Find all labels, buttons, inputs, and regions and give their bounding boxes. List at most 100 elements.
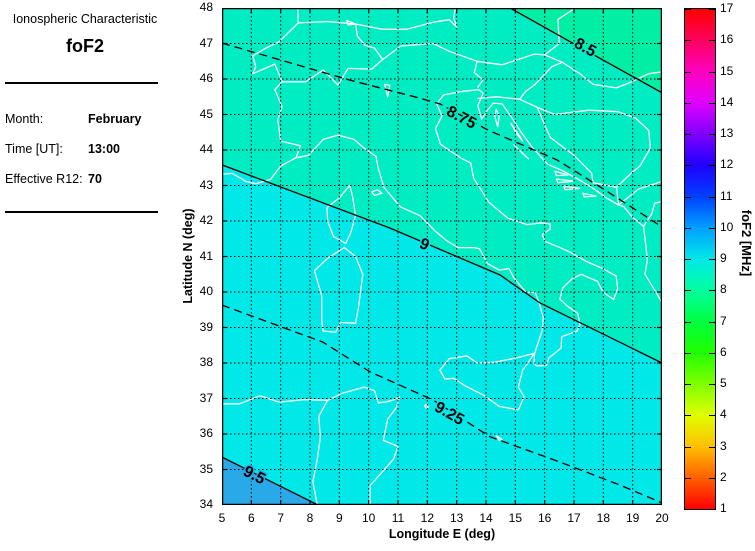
y-tick-label: 39 bbox=[199, 319, 213, 334]
y-tick-label: 42 bbox=[199, 213, 213, 227]
y-tick-label: 47 bbox=[199, 35, 213, 50]
colorbar-tick-mark bbox=[709, 384, 715, 385]
y-tick-label: 41 bbox=[199, 248, 213, 263]
contour-line-9 bbox=[222, 164, 662, 364]
colorbar-tick-label: 16 bbox=[720, 32, 734, 47]
colorbar-tick-mark bbox=[685, 134, 691, 135]
map-island-elba bbox=[370, 189, 383, 197]
y-tick-label: 37 bbox=[199, 390, 213, 405]
colorbar-tick-mark bbox=[709, 134, 715, 135]
x-tick-label: 19 bbox=[625, 511, 640, 525]
contour-line-8.75 bbox=[222, 42, 662, 228]
x-tick-label: 8 bbox=[306, 511, 314, 525]
r12-label: Effective R12: bbox=[5, 172, 83, 186]
colorbar-tick-mark bbox=[709, 102, 715, 104]
map-island-corsica bbox=[326, 184, 357, 245]
x-axis-label: Longitude E (deg) bbox=[388, 527, 496, 541]
map-island-pag bbox=[510, 122, 524, 142]
map-border-montenegro-albania bbox=[642, 200, 662, 227]
colorbar-tick-mark bbox=[685, 415, 691, 417]
colorbar-tick-mark bbox=[685, 40, 691, 42]
x-tick-label: 10 bbox=[361, 511, 376, 525]
map-coast-mediterranean bbox=[222, 88, 662, 367]
map-border-switzerland bbox=[252, 20, 384, 86]
colorbar-tick-label: 3 bbox=[720, 438, 727, 453]
plot-border bbox=[222, 8, 662, 505]
map-border-montenegro-serbia bbox=[617, 181, 662, 206]
colorbar-tick-mark bbox=[709, 71, 715, 73]
colorbar-tick-mark bbox=[685, 290, 691, 292]
contour-line-9.5 bbox=[222, 456, 319, 505]
y-tick-label: 45 bbox=[199, 106, 213, 121]
colorbar-tick-mark bbox=[685, 165, 691, 167]
map-border-croatia-bosnia bbox=[519, 98, 637, 119]
colorbar-tick-mark bbox=[709, 290, 715, 292]
colorbar-tick-mark bbox=[709, 415, 715, 417]
colorbar-tick-mark bbox=[709, 259, 715, 260]
map-island-krk-cres bbox=[494, 108, 500, 128]
colorbar-tick-mark bbox=[685, 71, 691, 73]
colorbar-tick-mark bbox=[709, 40, 715, 42]
y-tick-label: 38 bbox=[199, 355, 213, 369]
y-tick-label: 48 bbox=[199, 0, 213, 14]
map-border-algeria-tunisia bbox=[312, 399, 329, 505]
x-tick-label: 15 bbox=[508, 511, 522, 525]
colorbar-tick-label: 12 bbox=[720, 157, 734, 172]
x-tick-label: 9 bbox=[335, 511, 343, 525]
colorbar-tick-label: 14 bbox=[720, 94, 734, 109]
time-label: Time [UT]: bbox=[5, 142, 63, 156]
colorbar-tick-mark bbox=[685, 509, 691, 510]
y-tick-label: 36 bbox=[199, 426, 213, 440]
colorbar-tick-mark bbox=[709, 165, 715, 167]
colorbar-tick-label: 15 bbox=[720, 63, 734, 78]
colorbar-tick-mark bbox=[709, 227, 715, 229]
colorbar bbox=[684, 8, 716, 510]
colorbar-tick-mark bbox=[685, 196, 691, 198]
map-island-dugi-otok bbox=[513, 144, 530, 160]
y-tick-label: 44 bbox=[199, 142, 213, 156]
colorbar-tick-label: 17 bbox=[720, 1, 734, 15]
separator-top bbox=[5, 82, 158, 84]
colorbar-tick-label: 8 bbox=[720, 282, 727, 297]
x-tick-label: 20 bbox=[655, 511, 669, 525]
month-value: February bbox=[88, 112, 142, 126]
map-lake-garda bbox=[384, 83, 391, 98]
colorbar-tick-mark bbox=[685, 227, 691, 229]
map-border-rhine bbox=[297, 8, 299, 24]
colorbar-tick-label: 9 bbox=[720, 251, 727, 265]
map-border-slovenia-croatia bbox=[477, 54, 563, 100]
colorbar-tick-mark bbox=[685, 102, 691, 104]
separator-bottom bbox=[5, 211, 158, 213]
colorbar-tick-label: 13 bbox=[720, 126, 734, 140]
map-island-mljet bbox=[582, 192, 597, 198]
colorbar-tick-mark bbox=[709, 321, 715, 323]
colorbar-tick-mark bbox=[709, 196, 715, 198]
colorbar-tick-mark bbox=[709, 352, 715, 354]
x-tick-label: 5 bbox=[218, 511, 226, 525]
x-tick-label: 7 bbox=[277, 511, 284, 525]
map-border-austria-germany bbox=[354, 8, 458, 30]
map-border-hungary-croatia bbox=[561, 61, 662, 89]
y-tick-label: 46 bbox=[199, 71, 213, 85]
map-border-italy-austria bbox=[382, 42, 484, 88]
time-value: 13:00 bbox=[88, 142, 120, 156]
x-tick-label: 13 bbox=[449, 511, 464, 525]
month-label: Month: bbox=[5, 112, 44, 126]
colorbar-tick-label: 10 bbox=[720, 219, 734, 234]
map-island-pantelleria bbox=[423, 403, 430, 409]
x-tick-label: 12 bbox=[420, 511, 434, 525]
colorbar-tick-mark bbox=[685, 384, 691, 385]
colorbar-tick-label: 4 bbox=[720, 407, 727, 422]
map-island-hvar bbox=[555, 178, 575, 184]
colorbar-tick-label: 7 bbox=[720, 313, 727, 328]
colorbar-tick-mark bbox=[685, 259, 691, 260]
colorbar-tick-label: 2 bbox=[720, 469, 727, 484]
map-lake-constance bbox=[346, 19, 357, 26]
characteristic-name: foF2 bbox=[66, 36, 104, 56]
r12-value: 70 bbox=[88, 172, 102, 186]
colorbar-tick-mark bbox=[685, 321, 691, 323]
colorbar-tick-label: 1 bbox=[720, 501, 727, 515]
y-tick-label: 35 bbox=[199, 461, 213, 476]
